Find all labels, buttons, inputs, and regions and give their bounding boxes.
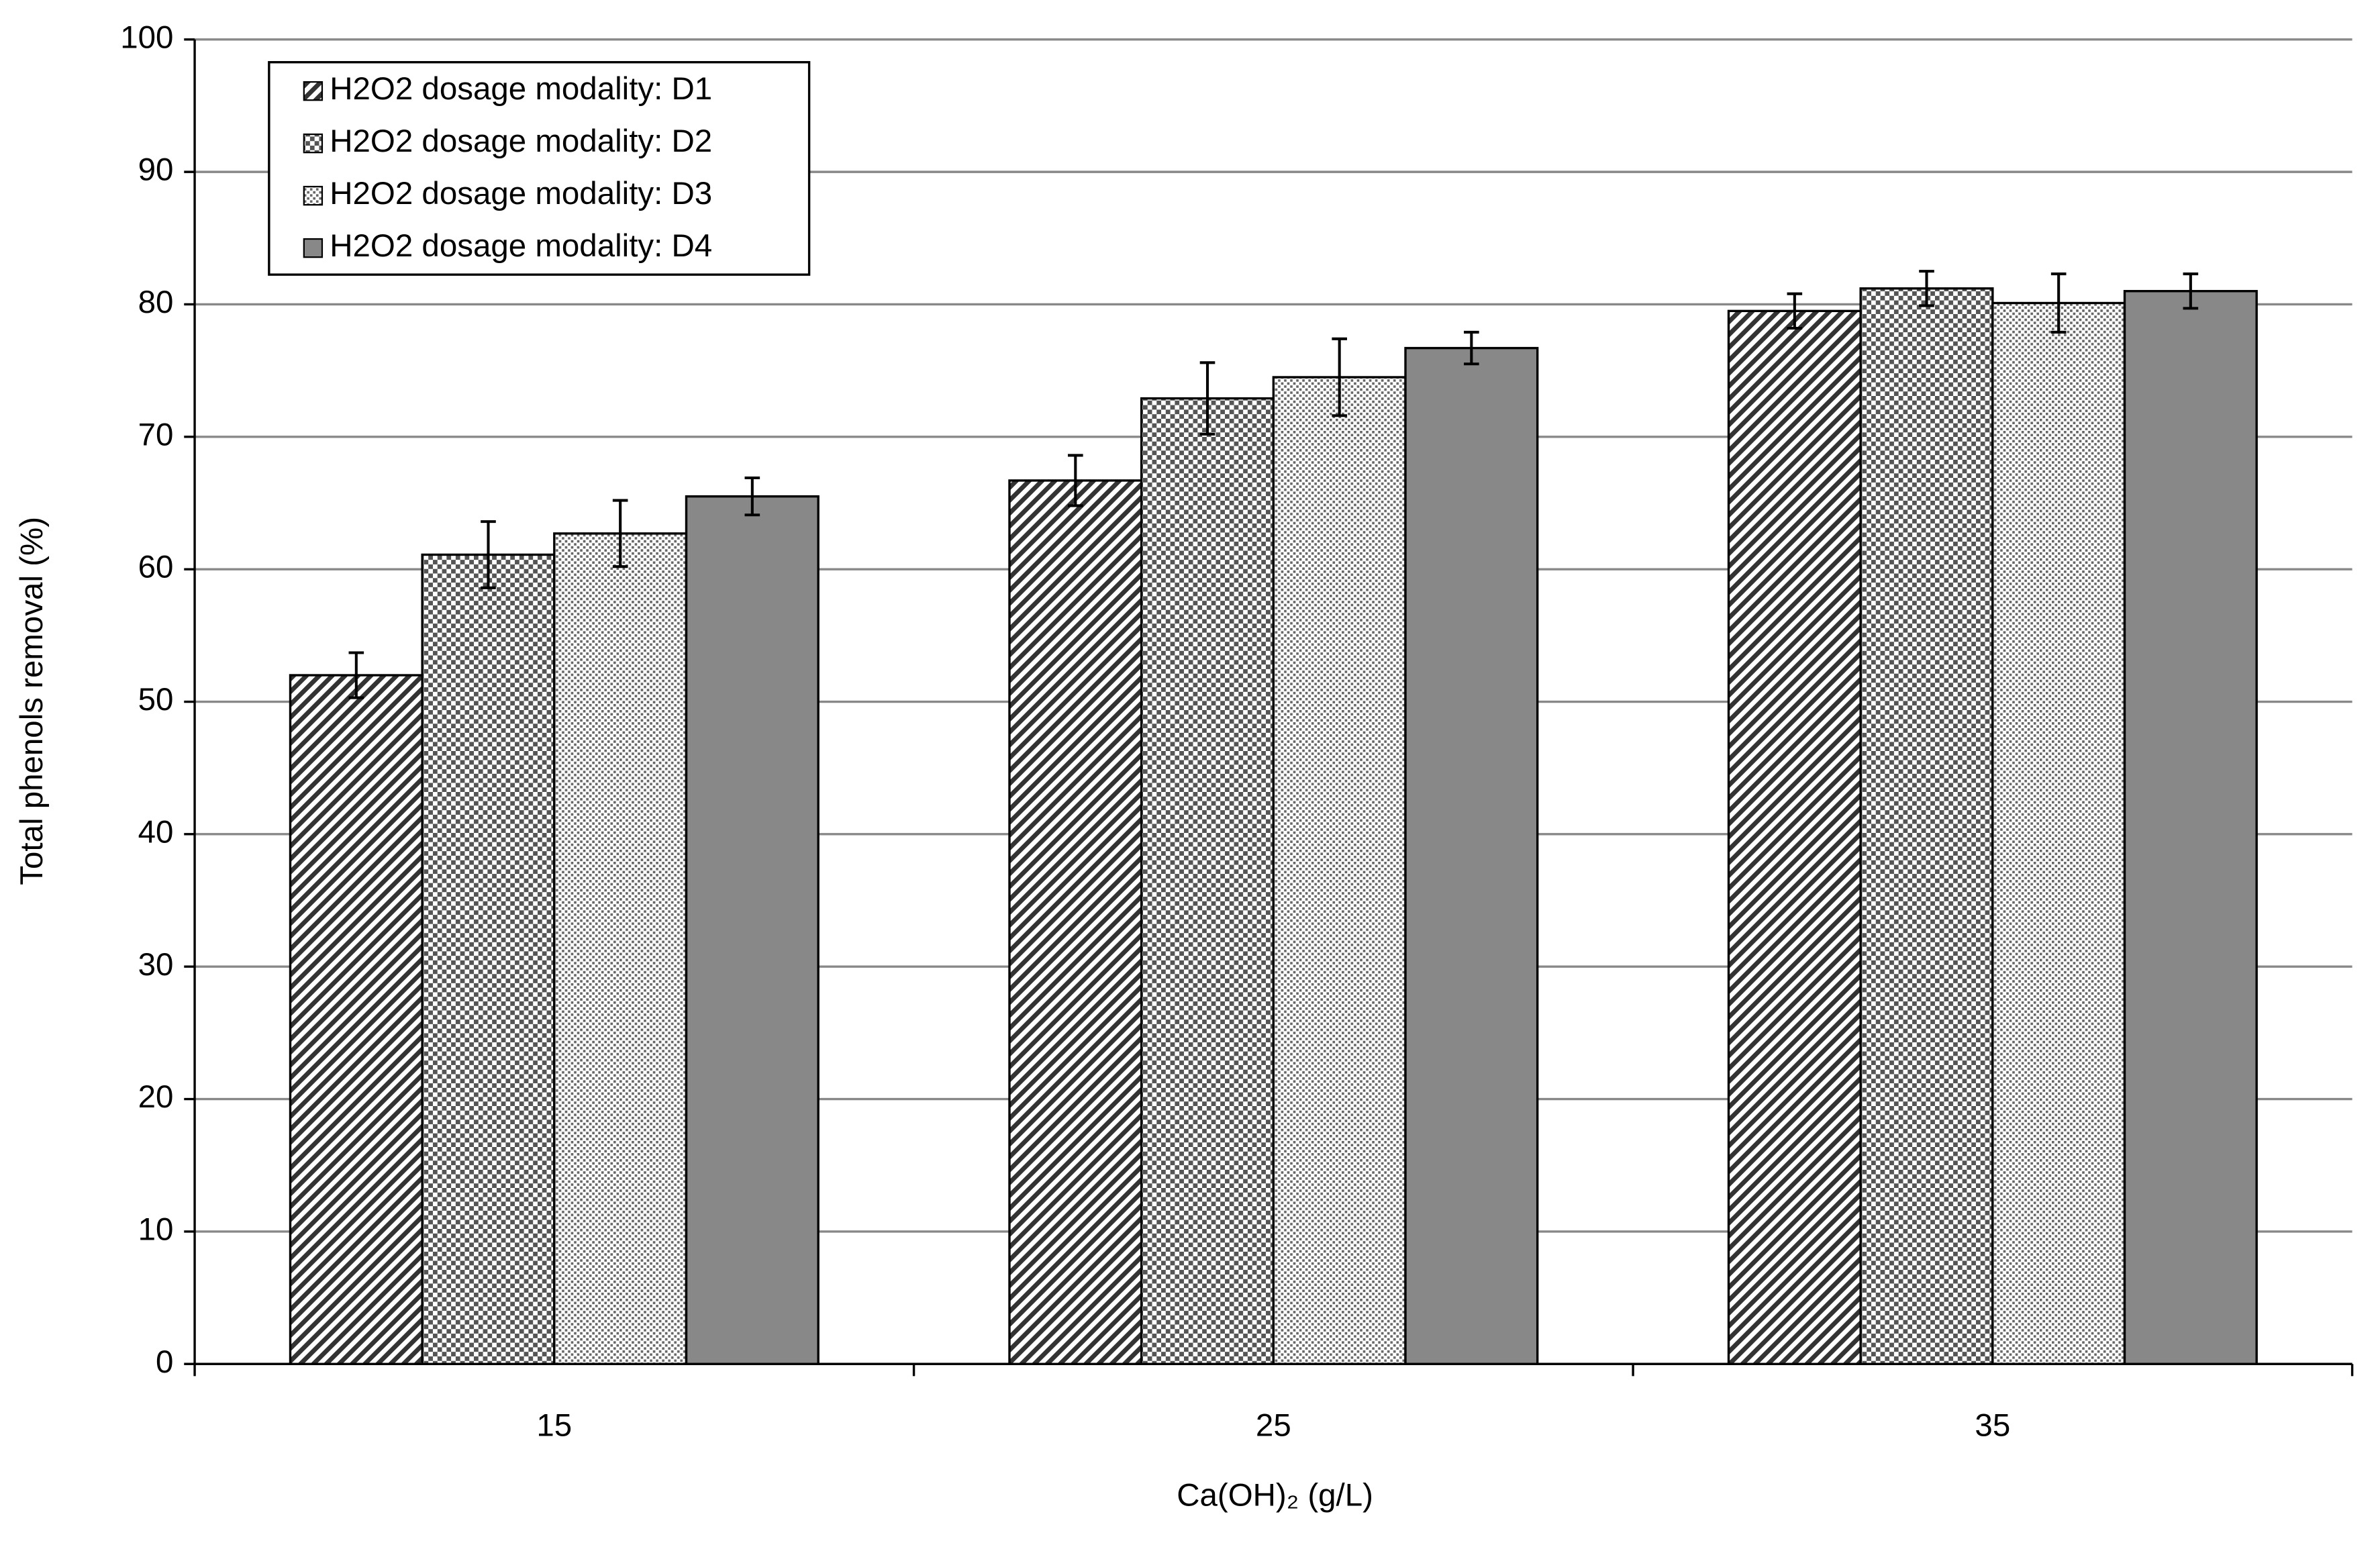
y-tick-label: 90 bbox=[138, 152, 174, 188]
bar bbox=[1991, 301, 2126, 1365]
y-tick-label: 30 bbox=[138, 947, 174, 983]
y-tick-label: 50 bbox=[138, 682, 174, 717]
y-tick-label: 20 bbox=[138, 1079, 174, 1115]
legend-label: H2O2 dosage modality: D3 bbox=[330, 176, 712, 211]
error-bar bbox=[348, 651, 364, 699]
x-tick-label: 15 bbox=[536, 1408, 572, 1444]
bar bbox=[1404, 346, 1539, 1365]
error-bar bbox=[612, 499, 628, 568]
legend-box bbox=[268, 60, 811, 276]
x-tick-label: 35 bbox=[1975, 1408, 2010, 1444]
error-bar bbox=[1787, 292, 1803, 330]
bar bbox=[289, 674, 424, 1365]
error-bar bbox=[1199, 361, 1216, 436]
y-tick-label: 60 bbox=[138, 550, 174, 585]
bar bbox=[1272, 376, 1407, 1365]
y-axis-title: Total phenols removal (%) bbox=[14, 517, 50, 885]
y-tick-label: 40 bbox=[138, 814, 174, 850]
y-tick-label: 100 bbox=[120, 19, 173, 55]
bar bbox=[2123, 290, 2258, 1365]
bar bbox=[685, 495, 820, 1365]
error-bar bbox=[1332, 337, 1347, 417]
legend-swatch bbox=[303, 238, 324, 258]
legend-label: H2O2 dosage modality: D2 bbox=[330, 123, 712, 159]
y-tick-label: 0 bbox=[156, 1344, 173, 1380]
bar bbox=[1008, 479, 1143, 1365]
bar bbox=[553, 532, 688, 1365]
error-bar bbox=[1068, 454, 1083, 507]
y-tick-label: 80 bbox=[138, 285, 174, 320]
legend-label: H2O2 dosage modality: D4 bbox=[330, 228, 712, 264]
legend-swatch bbox=[303, 185, 324, 206]
y-tick-label: 70 bbox=[138, 417, 174, 452]
error-bar bbox=[2050, 272, 2067, 334]
legend-swatch bbox=[303, 133, 324, 154]
legend-swatch bbox=[303, 81, 324, 101]
error-bar bbox=[2183, 272, 2199, 310]
x-axis-title: Ca(OH)₂ (g/L) bbox=[1177, 1478, 1373, 1513]
bar bbox=[421, 553, 556, 1365]
error-bar bbox=[481, 520, 496, 589]
error-bar bbox=[744, 476, 760, 517]
x-tick-label: 25 bbox=[1256, 1408, 1291, 1444]
bar bbox=[1859, 287, 1994, 1365]
bar bbox=[1727, 309, 1862, 1365]
bar bbox=[1140, 397, 1275, 1365]
error-bar bbox=[1464, 330, 1479, 366]
legend-label: H2O2 dosage modality: D1 bbox=[330, 71, 712, 107]
error-bar bbox=[1919, 270, 1934, 307]
y-tick-label: 10 bbox=[138, 1211, 174, 1247]
